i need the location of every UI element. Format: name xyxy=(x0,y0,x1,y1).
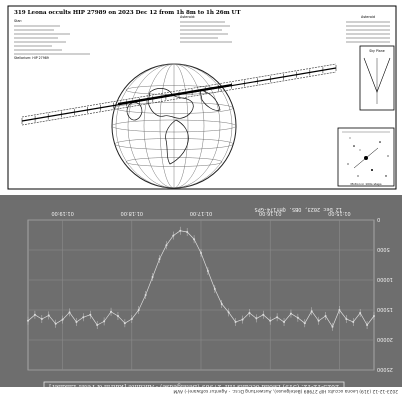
inset-label: Sky Plane xyxy=(369,49,384,53)
data-point xyxy=(317,319,320,322)
data-point xyxy=(234,321,237,323)
data-point xyxy=(123,322,126,325)
data-point xyxy=(40,318,43,320)
data-point xyxy=(213,288,216,290)
footer-strip xyxy=(0,387,402,398)
x-tick-label: 01:17:00 xyxy=(190,210,212,216)
lightcurve-panel: 25000 20000 15000 10000 5000 0 01:15:00 01:16:… xyxy=(0,195,402,398)
data-point xyxy=(110,310,113,313)
y-tick-label: 0 xyxy=(377,216,380,222)
data-point xyxy=(130,318,133,320)
y-tick-label: 10000 xyxy=(377,276,393,282)
x-tick-labels: 01:15:00 01:16:00 01:17:00 01:18:00 01:19:00 xyxy=(51,210,350,216)
data-point xyxy=(144,294,147,296)
lightcurve-chart: 25000 20000 15000 10000 5000 0 01:15:00 01:16:… xyxy=(0,206,402,398)
path-outer-north xyxy=(21,63,337,118)
data-point xyxy=(137,309,140,311)
data-point xyxy=(96,324,99,326)
data-point xyxy=(75,321,78,323)
data-point xyxy=(373,315,375,317)
data-point xyxy=(248,312,251,314)
data-point xyxy=(269,319,272,322)
data-point xyxy=(276,316,279,319)
data-point xyxy=(68,311,71,314)
globe-graticule xyxy=(111,63,237,189)
data-point xyxy=(151,276,154,278)
data-point xyxy=(255,317,258,320)
data-point xyxy=(165,244,168,247)
map-title: 319 Leona occults HIP 27989 on 2023 Dec … xyxy=(14,10,241,16)
lightcurve-series xyxy=(27,226,375,331)
data-point xyxy=(33,313,36,316)
y-tick-labels: 25000 20000 15000 10000 5000 0 xyxy=(377,216,393,372)
data-point xyxy=(200,252,202,254)
finder-caption: Motion in 100s steps xyxy=(350,182,382,186)
finder-motion-line xyxy=(353,147,379,169)
data-point xyxy=(89,313,92,316)
occultation-map: 319 Leona occults HIP 27989 on 2023 Dec … xyxy=(7,5,397,190)
map-info-left: Star: xyxy=(14,19,70,51)
shadow-path xyxy=(21,63,337,126)
data-point xyxy=(206,270,209,272)
x-tick-label: 01:15:00 xyxy=(328,210,350,216)
data-point xyxy=(61,318,64,321)
data-point xyxy=(186,231,189,233)
data-point xyxy=(27,319,29,322)
footer-text: 2023-12-12 (319) Leona occults HIP 27989… xyxy=(173,388,398,394)
occultation-map-panel: 319 Leona occults HIP 27989 on 2023 Dec … xyxy=(0,0,402,195)
data-point xyxy=(227,311,230,314)
data-point xyxy=(296,316,299,319)
star-finder-chart: Motion in 100s steps xyxy=(337,127,395,187)
y-tick-label: 20000 xyxy=(377,336,393,342)
info-mid-label: Asteroid: xyxy=(180,15,195,19)
data-point xyxy=(241,318,244,321)
x-tick-label: 01:19:00 xyxy=(51,210,73,216)
y-tick-label: 5000 xyxy=(377,246,390,252)
data-point xyxy=(47,314,50,317)
data-point xyxy=(262,313,265,316)
data-point xyxy=(54,322,57,325)
data-point xyxy=(289,312,292,315)
info-right-label: Asteroid xyxy=(361,15,375,19)
data-point xyxy=(82,316,85,319)
path-time-ticks xyxy=(21,65,337,124)
data-point xyxy=(220,303,223,305)
data-point xyxy=(179,229,182,232)
data-point xyxy=(193,238,196,241)
data-point xyxy=(359,312,362,314)
map-info-right: Asteroid xyxy=(346,15,390,43)
data-point xyxy=(103,320,106,323)
earth-globe xyxy=(111,63,237,189)
data-point xyxy=(283,321,286,323)
star-catalog-line: Stellarium: HIP 27989 xyxy=(14,56,49,60)
data-point xyxy=(324,315,327,317)
data-point xyxy=(366,324,369,326)
chart-title: 2023-12-12: (319) Leona occults HIP 2798… xyxy=(49,383,339,390)
data-point xyxy=(310,310,313,313)
data-point xyxy=(345,318,348,320)
lightcurve-rotated-group: 25000 20000 15000 10000 5000 0 01:15:00 01:16:… xyxy=(27,206,393,395)
data-point xyxy=(116,315,119,317)
data-point xyxy=(331,325,334,328)
y-tick-label: 25000 xyxy=(377,366,393,372)
data-point xyxy=(172,234,175,237)
path-outer-south xyxy=(21,71,337,126)
x-tick-label: 01:16:00 xyxy=(259,210,281,216)
data-point xyxy=(158,258,161,260)
map-info-mid: Asteroid: xyxy=(180,15,232,43)
y-tick-label: 15000 xyxy=(377,306,393,312)
data-point xyxy=(352,321,355,323)
path-on-globe xyxy=(117,83,233,106)
x-tick-label: 01:18:00 xyxy=(121,210,143,216)
info-left-label: Star: xyxy=(14,19,22,23)
data-point xyxy=(303,322,306,325)
date-line: 12 Dec 2023, OBS. QHY174-GPS xyxy=(255,206,342,212)
data-point xyxy=(338,309,341,311)
sky-plane-inset: Sky Plane xyxy=(359,45,395,111)
